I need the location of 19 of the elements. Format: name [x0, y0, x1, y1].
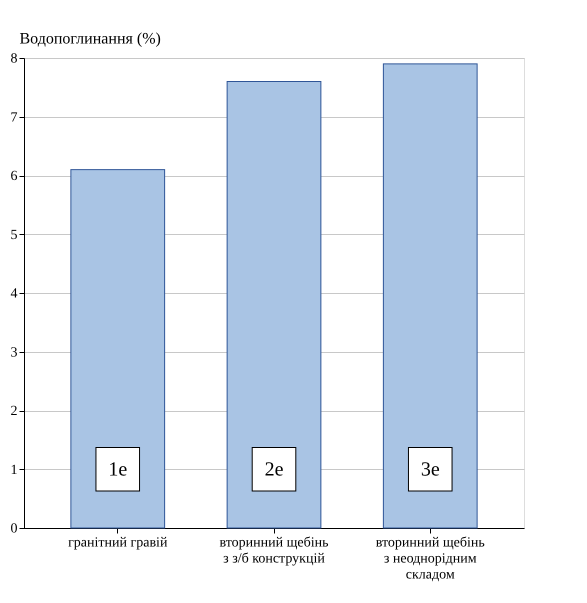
bar: [226, 81, 322, 528]
annotation: 1e: [108, 458, 128, 480]
y-tick-label: 8: [10, 52, 18, 66]
annotation: 2e: [264, 458, 284, 480]
bar: [70, 169, 166, 528]
x-tick-label: вторинний щебінь з з/б конструкцій: [219, 536, 329, 566]
x-tick-label: вторинний щебінь з неоднорідним складом: [376, 536, 485, 582]
y-axis-title: Водопоглинання (%): [20, 30, 161, 48]
bar: [382, 63, 478, 528]
y-tick-label: 3: [10, 345, 18, 360]
y-tick-label: 4: [10, 286, 18, 302]
y-tick-label: 0: [10, 522, 18, 536]
y-tick-label: 7: [10, 110, 18, 126]
y-tick-label: 1: [10, 462, 18, 478]
y-tick-label: 6: [10, 169, 18, 184]
y-tick-label: 2: [10, 404, 18, 419]
y-tick-label: 5: [10, 228, 18, 243]
x-tick-label: гранітний гравій: [68, 536, 168, 550]
annotation: 3e: [420, 458, 440, 480]
